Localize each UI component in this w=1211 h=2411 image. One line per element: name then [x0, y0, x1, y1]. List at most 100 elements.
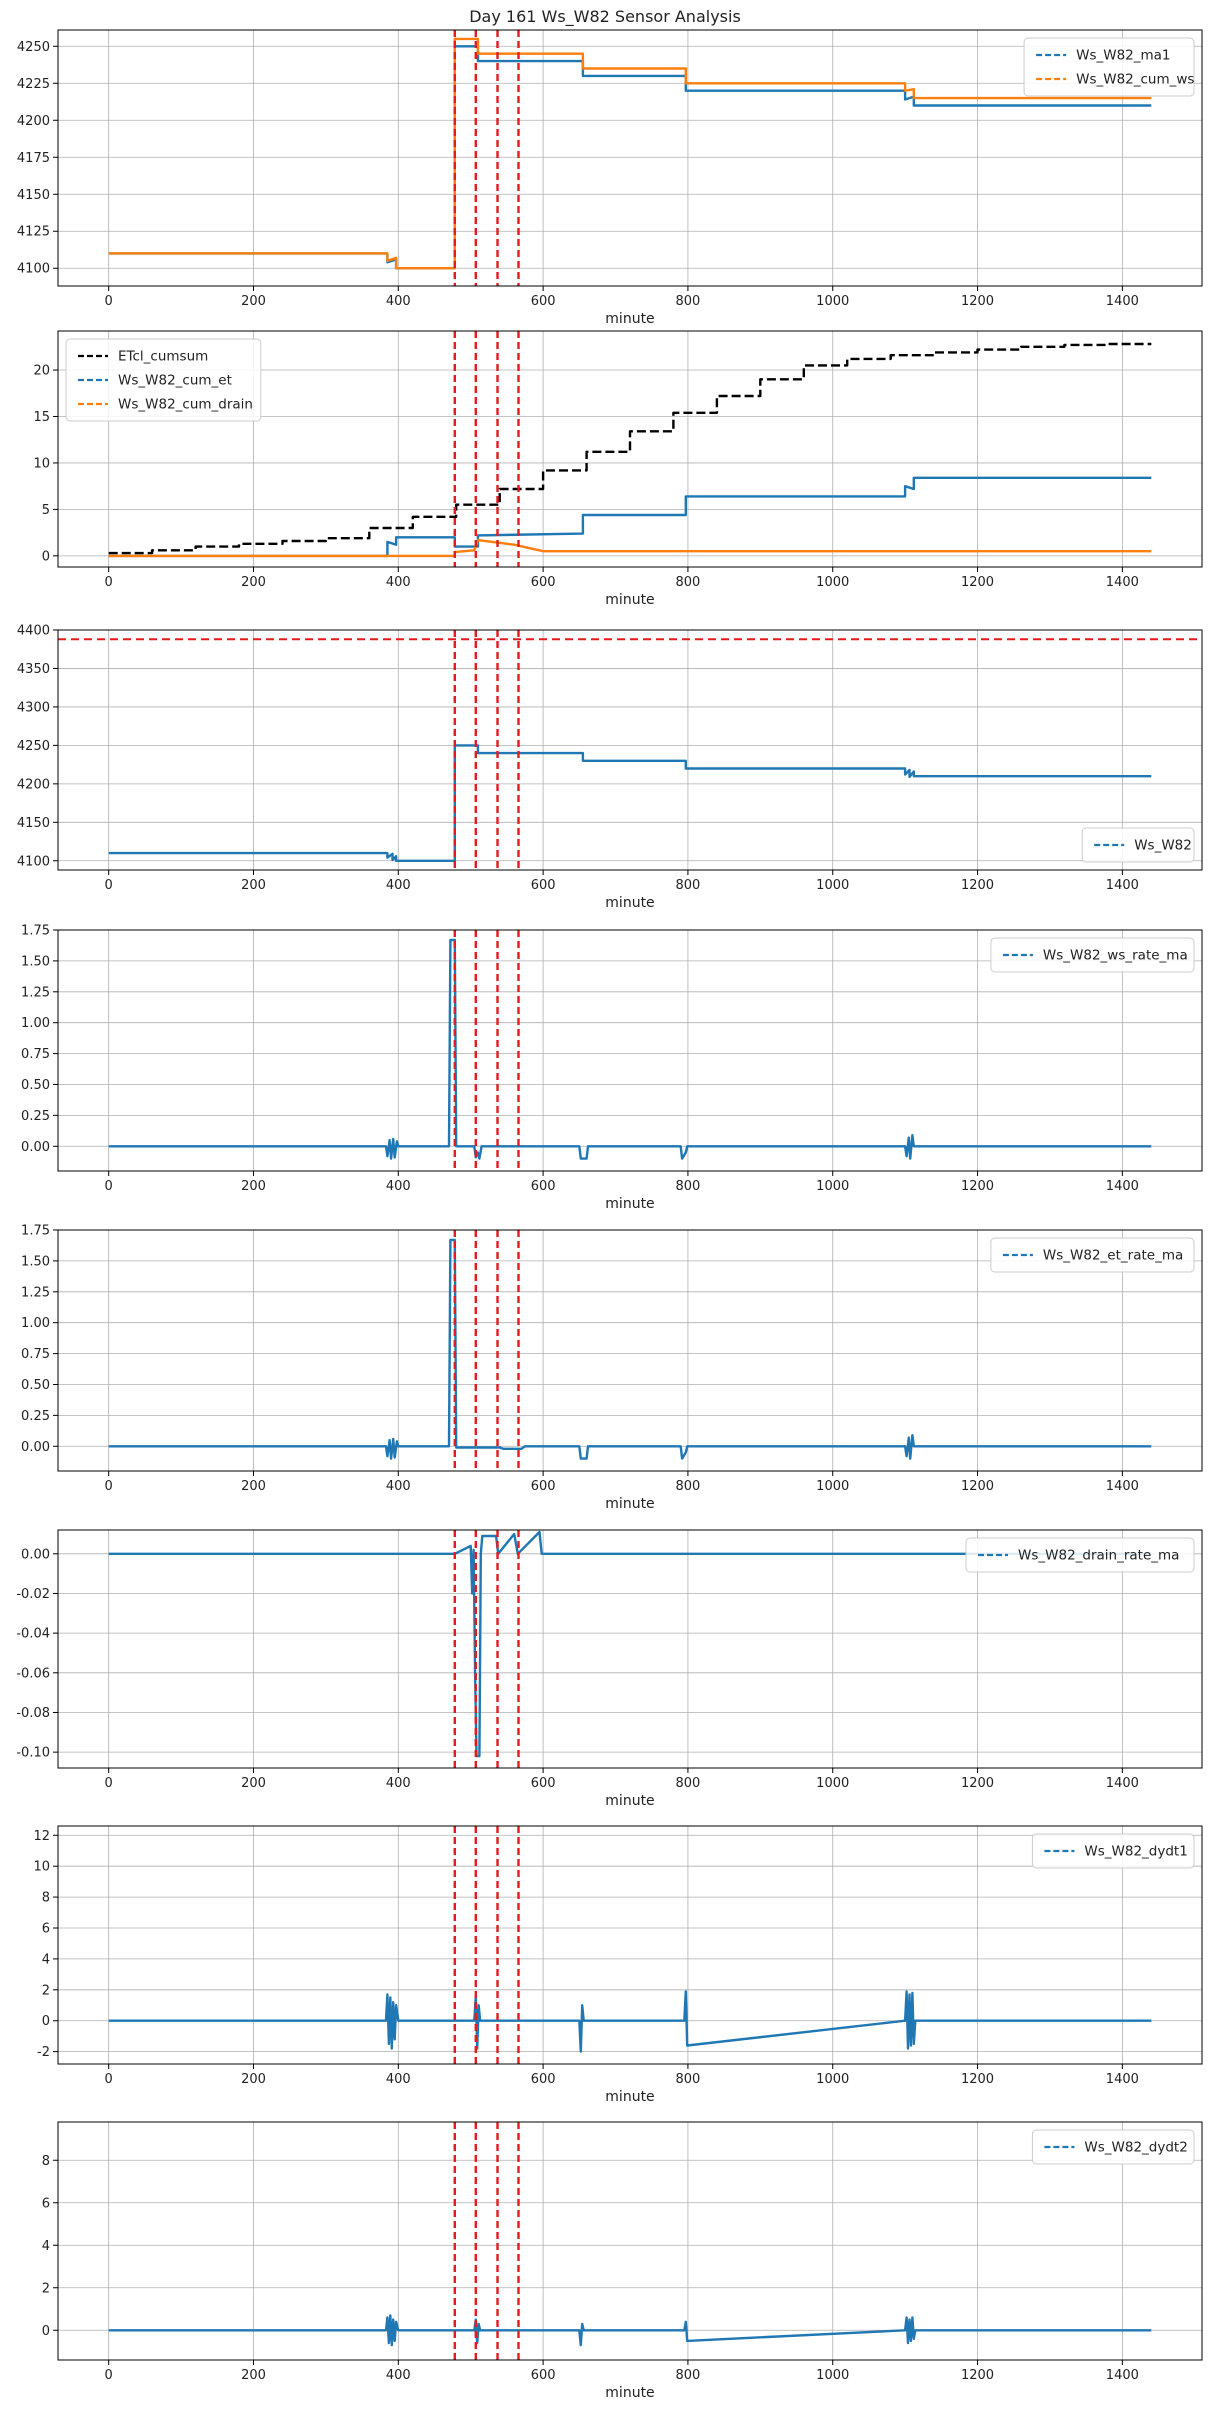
y-tick-label: 8: [42, 1891, 50, 1906]
series-line: [108, 45, 1152, 270]
x-tick-label: 1200: [961, 2368, 994, 2383]
x-tick-label: 1000: [816, 575, 849, 590]
y-tick-label: 0.00: [21, 1140, 50, 1155]
y-tick-label: 12: [33, 1829, 50, 1844]
axes-frame: [57, 29, 1203, 287]
x-tick-label: 0: [105, 2368, 113, 2383]
legend-entry: Ws_W82_ws_rate_ma: [1043, 948, 1188, 964]
y-tick-label: 1.50: [21, 954, 50, 969]
x-axis-label: minute: [605, 2385, 654, 2401]
y-tick-label: 0.75: [21, 1047, 50, 1062]
y-tick-label: 1.25: [21, 1285, 50, 1300]
x-tick-label: 1400: [1106, 575, 1139, 590]
legend-box: [1031, 1833, 1195, 1869]
x-tick-label: 1000: [816, 294, 849, 309]
legend-entry: Ws_W82_cum_ws: [1076, 72, 1194, 88]
x-tick-label: 0: [105, 1179, 113, 1194]
x-tick-label: 400: [386, 1179, 411, 1194]
series-line: [108, 538, 1152, 558]
y-tick-label: 4100: [17, 262, 50, 277]
legend-entry: Ws_W82_et_rate_ma: [1043, 1248, 1183, 1264]
x-tick-label: 400: [386, 294, 411, 309]
x-tick-label: 200: [241, 2072, 266, 2087]
y-tick-label: 0.75: [21, 1347, 50, 1362]
y-tick-label: 10: [33, 456, 50, 471]
y-tick-label: -0.04: [16, 1627, 50, 1642]
subplot-6: 0 200 400 600 800 1000 1200 1400 0.00 -0.02 -0.04 -…: [16, 1529, 1203, 1809]
x-tick-label: 0: [105, 1479, 113, 1494]
x-tick-label: 1400: [1106, 294, 1139, 309]
x-tick-label: 200: [241, 1179, 266, 1194]
subplot-5: 0 200 400 600 800 1000 1200 1400 0.00 0.25 0.50 0.7…: [21, 1224, 1203, 1512]
axes-frame: [57, 1529, 1203, 1769]
plot-area: [108, 930, 1152, 1171]
figure-title: Day 161 Ws_W82 Sensor Analysis: [469, 7, 741, 27]
series-line: [108, 1530, 1152, 1758]
y-tick-label: 8: [42, 2154, 50, 2169]
y-tick-label: 1.50: [21, 1254, 50, 1269]
y-tick-label: 4250: [17, 40, 50, 55]
plot-area: [108, 2122, 1152, 2360]
x-tick-label: 800: [676, 1776, 701, 1791]
x-axis-label: minute: [605, 1196, 654, 1212]
x-tick-label: 1400: [1106, 1776, 1139, 1791]
x-tick-label: 800: [676, 1479, 701, 1494]
x-axis-label: minute: [605, 1496, 654, 1512]
legend: Ws_W82_ma1 Ws_W82_cum_ws: [1023, 37, 1195, 97]
plot-area: [108, 30, 1152, 286]
y-tick-label: 2: [42, 2281, 50, 2296]
x-tick-label: 200: [241, 1479, 266, 1494]
x-tick-label: 0: [105, 575, 113, 590]
x-tick-label: 200: [241, 2368, 266, 2383]
series-line: [108, 2314, 1152, 2347]
x-axis-label: minute: [605, 311, 654, 327]
x-tick-label: 200: [241, 1776, 266, 1791]
legend: Ws_W82_drain_rate_ma: [965, 1537, 1195, 1573]
x-tick-label: 1200: [961, 878, 994, 893]
y-tick-label: 15: [33, 410, 50, 425]
x-tick-label: 600: [531, 575, 556, 590]
legend: ETcl_cumsum Ws_W82_cum_et Ws_W82_cum_drain: [65, 338, 262, 422]
subplot-8: 0 200 400 600 800 1000 1200 1400 0 2 4 6 8 minute Ws_W…: [42, 2121, 1203, 2401]
y-tick-label: 0.25: [21, 1109, 50, 1124]
x-tick-label: 600: [531, 1479, 556, 1494]
x-tick-label: 1400: [1106, 2368, 1139, 2383]
x-tick-label: 1400: [1106, 1479, 1139, 1494]
legend-box: [965, 1537, 1195, 1573]
y-tick-label: 1.75: [21, 1224, 50, 1239]
legend-entry: Ws_W82_dydt1: [1084, 1844, 1187, 1860]
x-tick-label: 400: [386, 575, 411, 590]
y-tick-label: 4200: [17, 777, 50, 792]
plot-area: [108, 331, 1152, 567]
legend-entry: Ws_W82_cum_et: [118, 373, 232, 389]
legend-box: [65, 338, 262, 422]
y-tick-label: -0.08: [16, 1706, 50, 1721]
x-tick-label: 800: [676, 2072, 701, 2087]
subplot-7: 0 200 400 600 800 1000 1200 1400 -2 0 2 4 6 8 10 12 minu…: [33, 1825, 1203, 2105]
legend: Ws_W82_ws_rate_ma: [990, 937, 1195, 973]
legend-box: [990, 937, 1195, 973]
y-tick-label: 5: [42, 503, 50, 518]
y-tick-label: 4225: [17, 77, 50, 92]
y-tick-label: 0: [42, 2324, 50, 2339]
legend-box: [990, 1237, 1195, 1273]
subplot-1: 0 200 400 600 800 1000 1200 1400 4100 4125 4150 417…: [17, 29, 1203, 327]
legend-entry: Ws_W82_drain_rate_ma: [1018, 1548, 1179, 1564]
y-tick-label: 0.50: [21, 1078, 50, 1093]
x-tick-label: 1000: [816, 878, 849, 893]
x-tick-label: 200: [241, 294, 266, 309]
x-tick-label: 800: [676, 575, 701, 590]
y-tick-label: 4175: [17, 151, 50, 166]
y-tick-label: 0.00: [21, 1440, 50, 1455]
axes-frame: [57, 2121, 1203, 2361]
x-tick-label: 1200: [961, 1479, 994, 1494]
y-tick-label: 10: [33, 1860, 50, 1875]
axes-frame: [57, 929, 1203, 1172]
x-tick-label: 0: [105, 878, 113, 893]
x-tick-label: 800: [676, 2368, 701, 2383]
y-tick-label: 0.00: [21, 1547, 50, 1562]
x-tick-label: 600: [531, 2368, 556, 2383]
x-tick-label: 400: [386, 2368, 411, 2383]
